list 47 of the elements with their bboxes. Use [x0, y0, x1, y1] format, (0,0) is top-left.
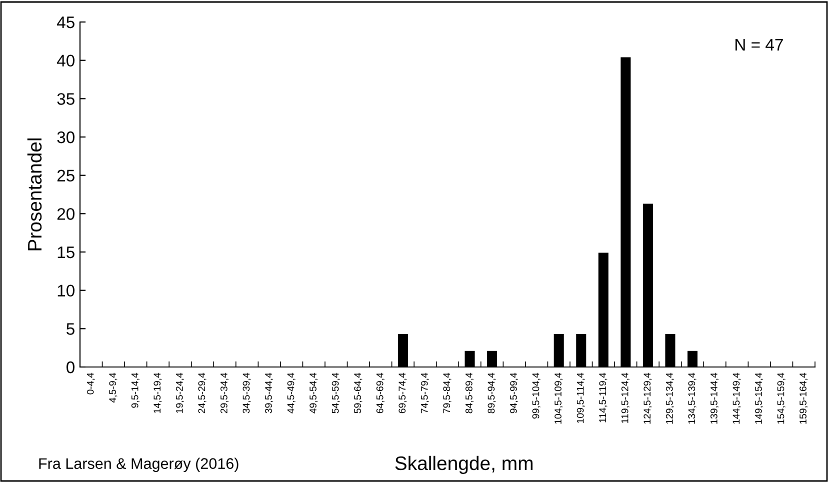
- x-tick-label: 144,5-149,4: [732, 372, 741, 424]
- x-tick-label: 0-4,4: [86, 372, 95, 394]
- x-tick-label: 94,5-99,4: [510, 372, 518, 414]
- x-tick-label: 69,5-74,4: [398, 372, 407, 414]
- x-axis-title: Skallengde, mm: [395, 456, 533, 474]
- x-tick-label: 14,5-19,4: [154, 372, 162, 413]
- x-tick-label: 129,5-134,4: [666, 372, 674, 424]
- x-tick-label: 84,5-89,4: [466, 372, 474, 414]
- x-tick-label: 54,5-59,4: [332, 372, 340, 414]
- y-tick-label: 20: [57, 208, 74, 220]
- x-tick-label: 49,5-54,4: [310, 372, 318, 414]
- x-tick-label: 139,5-144,4: [710, 372, 719, 424]
- y-tick-label: 15: [58, 246, 74, 258]
- x-tick-label: 159,5-164,4: [800, 372, 808, 424]
- x-tick-label: 89,5-94,4: [488, 372, 496, 414]
- x-tick-label: 74,5-79,4: [420, 372, 429, 414]
- text: Fra Larsen & Magerøy (2016): [39, 458, 238, 472]
- x-tick-label: 9,5-14,4: [131, 372, 140, 408]
- annotation: N = 47: [736, 38, 783, 50]
- y-tick-label: 25: [57, 170, 74, 182]
- x-tick-label: 79,5-84,4: [443, 372, 452, 414]
- x-tick-label: 114,5-119,4: [599, 372, 608, 422]
- x-tick-label: 104,5-109,4: [554, 372, 563, 424]
- x-tick-label: 99,5-104,4: [532, 372, 540, 419]
- x-tick-label: 34,5-39,4: [242, 372, 251, 414]
- x-tick-label: 64,5-69,4: [376, 372, 384, 414]
- y-axis-title: Prosentandel: [27, 138, 42, 250]
- y-tick-label: 0: [66, 361, 74, 374]
- y-tick-label: 45: [56, 16, 74, 28]
- y-tick-label: 10: [58, 284, 74, 297]
- x-tick-label: 4,5-9,4: [109, 372, 118, 403]
- x-tick-label: 149,5-154,4: [755, 372, 764, 424]
- y-tick-label: 5: [66, 323, 74, 335]
- x-tick-label: 124,5-129,4: [644, 372, 652, 424]
- y-tick-label: 35: [57, 93, 74, 105]
- x-tick-label: 44,5-49,4: [287, 372, 296, 414]
- x-tick-label: 119,5-124,4: [621, 372, 630, 423]
- x-tick-label: 39,5-44,4: [265, 372, 274, 414]
- y-tick-label: 40: [56, 54, 74, 67]
- x-tick-label: 19,5-24,4: [176, 372, 184, 413]
- x-tick-label: 29,5-34,4: [220, 372, 229, 414]
- x-tick-label: 134,5-139,4: [688, 372, 696, 424]
- x-tick-label: 154,5-159,4: [777, 372, 786, 424]
- x-tick-label: 59,5-64,4: [354, 372, 362, 414]
- y-tick-label: 30: [57, 131, 74, 144]
- x-tick-label: 24,5-29,4: [198, 372, 206, 414]
- x-tick-label: 109,5-114,4: [576, 372, 585, 423]
